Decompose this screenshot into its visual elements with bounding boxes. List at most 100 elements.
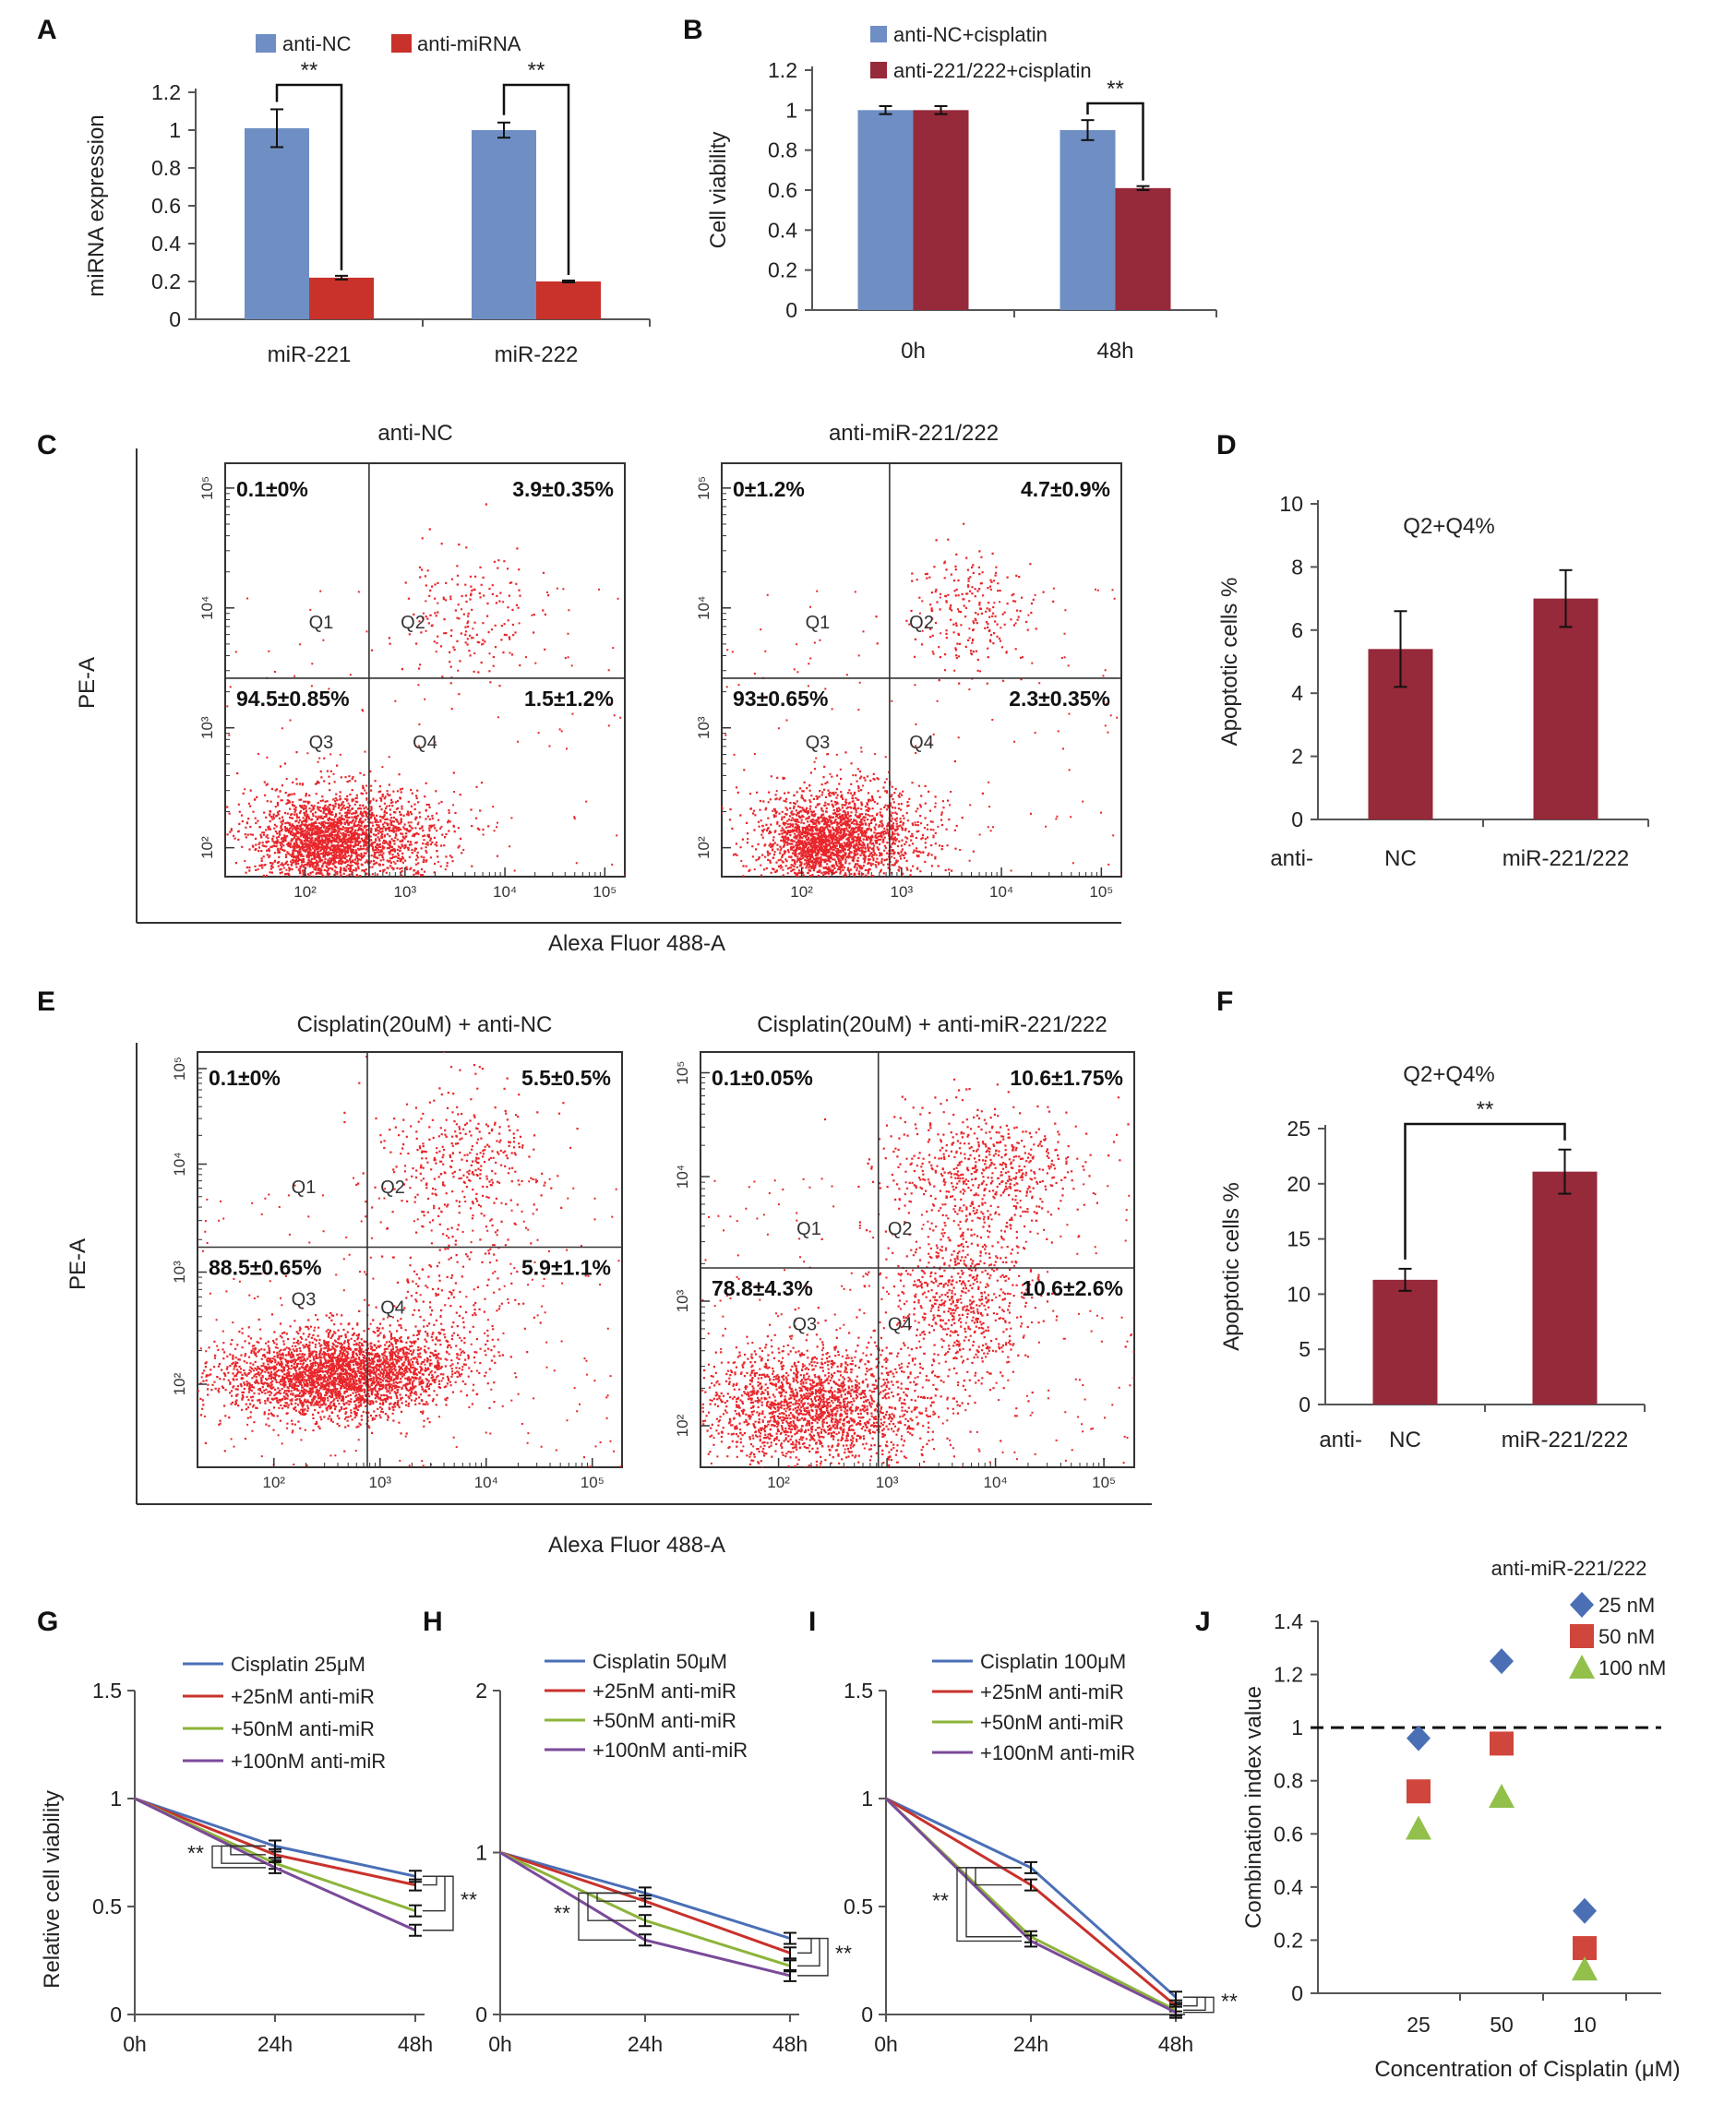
flow-e-anti-mir-y-tick-label: 10² <box>674 1414 691 1437</box>
chart-j-legend-marker <box>1570 1592 1594 1618</box>
chart-i-sig-24h: ** <box>932 1889 949 1913</box>
flow-c-anti-nc-quadrant-q3: Q3 <box>309 733 334 753</box>
flow-e-anti-mir: 10² 10³ 10⁴ 10⁵ 10² 10³ 10⁴ 10⁵ 0.1±0.05% 10.6±1.… <box>674 1051 1135 1491</box>
flow-e-anti-mir-events <box>700 1078 1134 1467</box>
flow-e-anti-mir-q4-value: 10.6±2.6% <box>1022 1276 1123 1300</box>
flow-e-anti-mir-quadrant-q3: Q3 <box>792 1315 817 1335</box>
chart-j-point <box>1490 1648 1514 1675</box>
chart-j-y-tick-label: 0 <box>1291 1981 1303 2005</box>
chart-g-legend-label: +100nM anti-miR <box>231 1750 386 1773</box>
panel-label-a: A <box>37 15 57 45</box>
chart-b-y-axis-label: Cell viability <box>706 132 731 249</box>
flow-e-anti-nc-x-tick-label: 10⁴ <box>474 1474 498 1491</box>
chart-h-sig-bracket-48h <box>797 1937 812 1955</box>
legend-b-label-1: anti-NC+cisplatin <box>893 23 1048 46</box>
chart-i-sig-bracket-48h <box>1183 1996 1198 2007</box>
flow-c-anti-mir-q3-value: 93±0.65% <box>733 687 828 711</box>
chart-h-legend-label: +100nM anti-miR <box>593 1739 748 1762</box>
chart-a-y-tick-label: 0 <box>169 307 181 331</box>
panel-e-x-axis-label: Alexa Fluor 488-A <box>548 1533 725 1558</box>
flow-e-anti-mir-x-tick-label: 10⁵ <box>1092 1474 1116 1491</box>
chart-f-bar <box>1532 1171 1598 1405</box>
flow-c-anti-nc-y-tick-label: 10³ <box>198 716 216 739</box>
chart-a-sig-1 <box>275 83 343 270</box>
flow-c-anti-nc-q1-value: 0.1±0% <box>236 477 308 501</box>
panel-e-title-2: Cisplatin(20uM) + anti-miR-221/222 <box>757 1012 1107 1037</box>
flow-c-anti-mir-y-tick-label: 10³ <box>695 716 712 739</box>
chart-b-y-tick-label: 1 <box>785 98 797 122</box>
chart-a-bar <box>472 130 536 319</box>
flow-c-anti-nc-quadrant-q1: Q1 <box>309 613 334 633</box>
chart-h-sig-48h: ** <box>835 1942 852 1966</box>
chart-a-sig-1-stars: ** <box>301 58 318 83</box>
chart-h-series-line <box>499 1851 791 1967</box>
chart-i-series-line <box>884 1797 1177 2014</box>
chart-b-sig <box>1086 102 1144 181</box>
chart-h-y-tick-label: 0 <box>475 2002 487 2026</box>
flow-e-anti-mir-q3-value: 78.8±4.3% <box>712 1276 813 1300</box>
flow-c-anti-mir-x-tick-label: 10⁵ <box>1089 883 1113 901</box>
flow-c-anti-nc-quadrant-q2: Q2 <box>401 613 425 633</box>
chart-h-sig-bracket-48h <box>797 1937 829 1977</box>
flow-e-anti-mir-quadrant-q4: Q4 <box>888 1315 913 1335</box>
chart-f-category-label: NC <box>1389 1428 1421 1452</box>
flow-c-anti-mir-x-tick-label: 10⁴ <box>989 883 1013 901</box>
chart-b-y-tick-label: 1.2 <box>768 58 797 82</box>
flow-c-anti-nc-q3-value: 94.5±0.85% <box>236 687 350 711</box>
flow-e-anti-nc-y-tick-label: 10⁴ <box>171 1152 188 1176</box>
flow-e-anti-mir-q1-value: 0.1±0.05% <box>712 1066 813 1090</box>
chart-g-y-tick-label: 1.5 <box>92 1679 122 1703</box>
chart-i-y-tick-label: 0 <box>861 2002 873 2026</box>
chart-a-y-tick-label: 0.6 <box>151 194 181 218</box>
chart-i-legend-label: Cisplatin 100μM <box>980 1650 1126 1673</box>
chart-a-bar <box>309 277 374 319</box>
chart-g-sig-24h: ** <box>187 1841 204 1865</box>
chart-j-point <box>1573 1897 1597 1924</box>
chart-i-sig-bracket-48h <box>1183 1996 1215 2014</box>
flow-c-anti-nc-x-tick-label: 10² <box>293 883 317 901</box>
chart-d-y-tick-label: 10 <box>1279 492 1303 516</box>
chart-j-point <box>1489 1783 1515 1808</box>
panel-c-y-axis-label: PE-A <box>75 657 100 709</box>
chart-f-bar <box>1372 1279 1438 1405</box>
chart-h-legend-label: Cisplatin 50μM <box>593 1650 727 1673</box>
chart-j-point <box>1490 1731 1514 1756</box>
chart-b-bar <box>913 110 969 310</box>
chart-a-y-tick-label: 1.2 <box>151 80 181 104</box>
legend-a-label-2: anti-miRNA <box>417 32 521 55</box>
chart-b-sig-stars: ** <box>1107 77 1124 102</box>
flow-c-anti-mir-q2-value: 4.7±0.9% <box>1021 477 1110 501</box>
chart-j-y-tick-label: 1.4 <box>1274 1609 1303 1633</box>
flow-e-anti-nc-q3-value: 88.5±0.65% <box>209 1256 322 1280</box>
chart-h-series-line <box>499 1851 791 1978</box>
chart-d-y-tick-label: 2 <box>1291 745 1303 769</box>
panel-e-y-axis-label: PE-A <box>66 1238 90 1290</box>
chart-j-point <box>1407 1725 1431 1751</box>
flow-e-anti-nc-q4-value: 5.9±1.1% <box>521 1256 611 1280</box>
chart-i-y-tick-label: 1.5 <box>844 1679 873 1703</box>
chart-g-legend-label: Cisplatin 25μM <box>231 1653 365 1676</box>
chart-a-category-label: miR-222 <box>495 342 579 367</box>
chart-i-x-tick-label: 24h <box>1013 2032 1048 2056</box>
chart-h-legend-label: +25nM anti-miR <box>593 1680 736 1703</box>
chart-f-sig <box>1404 1122 1566 1260</box>
chart-j-y-tick-label: 1.2 <box>1274 1663 1303 1687</box>
chart-b-y-tick-label: 0 <box>785 298 797 322</box>
flow-c-anti-nc-quadrant-q4: Q4 <box>413 733 437 753</box>
chart-j-x-tick-label: 25 <box>1407 2013 1431 2037</box>
chart-d-y-tick-label: 6 <box>1291 618 1303 642</box>
chart-j-point <box>1407 1779 1431 1804</box>
chart-i-sig-48h: ** <box>1221 1989 1238 2013</box>
legend-a-swatch-1 <box>256 34 276 53</box>
chart-j-legend-marker <box>1569 1655 1595 1679</box>
chart-a-y-axis-label: miRNA expression <box>84 114 109 296</box>
chart-a-bar <box>245 127 309 319</box>
chart-i-x-tick-label: 0h <box>874 2032 898 2056</box>
chart-i-sig-bracket-48h <box>1183 1996 1206 2012</box>
flow-c-anti-mir-quadrant-q3: Q3 <box>806 733 831 753</box>
flow-e-anti-mir-x-tick-label: 10² <box>767 1474 790 1491</box>
chart-g-sig-bracket-48h <box>423 1875 437 1886</box>
flow-e-anti-mir-y-tick-label: 10⁵ <box>674 1061 691 1085</box>
flow-c-anti-mir: 10² 10³ 10⁴ 10⁵ 10² 10³ 10⁴ 10⁵ 0±1.2% 4.7±0.9% 93… <box>695 462 1122 901</box>
chart-f-category-label: miR-221/222 <box>1502 1428 1628 1452</box>
